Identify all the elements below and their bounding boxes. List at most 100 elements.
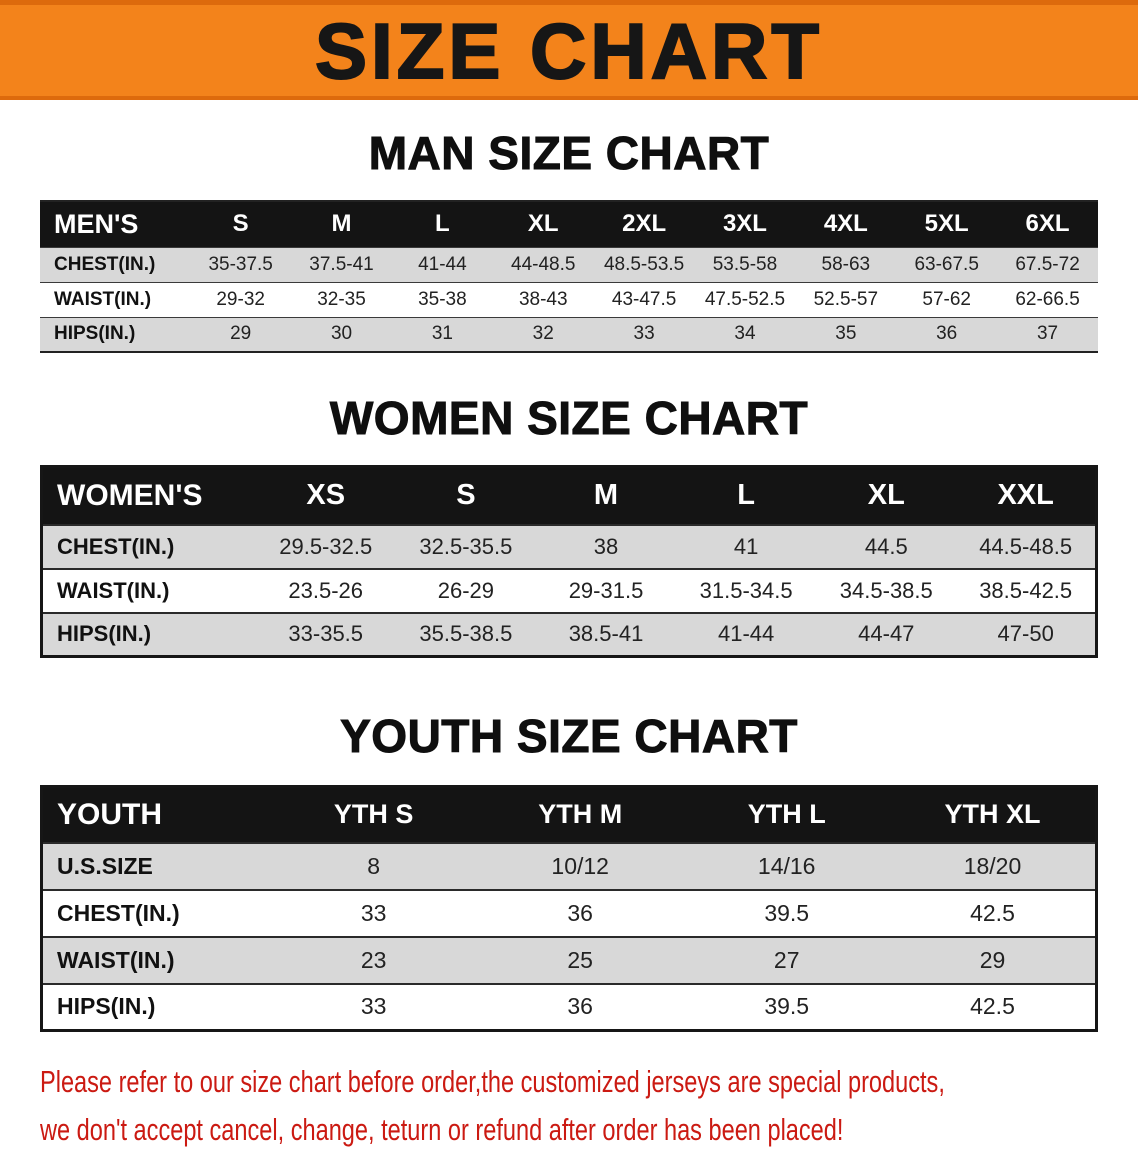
size-column-header: YTH L (683, 786, 890, 843)
size-value-cell: 36 (567, 899, 593, 926)
row-label: HIPS(IN.) (54, 323, 136, 345)
size-value-cell: 36 (936, 323, 958, 345)
size-value-cell: 31.5-34.5 (699, 577, 793, 603)
size-value-cell: 62-66.5 (1015, 288, 1080, 310)
size-value-cell: 42.5 (970, 899, 1015, 926)
size-column-header: 2XL (593, 201, 695, 247)
size-value-cell: 18/20 (963, 852, 1022, 879)
size-value-cell: 36 (567, 993, 593, 1020)
size-value-cell: 39.5 (764, 899, 810, 926)
youth-size-table: YOUTH YTH S YTH M YTH L YTH XL U.S.SIZE 8 10/12… (40, 785, 1098, 1032)
page-title: SIZE CHART (314, 6, 823, 95)
size-value-cell: 43-47.5 (611, 288, 677, 310)
size-value-cell: 35 (835, 323, 857, 345)
size-column-header: 4XL (795, 201, 897, 247)
size-column-header: M (535, 466, 677, 525)
size-value-cell: 42.5 (970, 993, 1015, 1020)
size-value-cell: 57-62 (922, 288, 971, 310)
row-label: U.S.SIZE (57, 852, 153, 879)
man-size-table: MEN'S S M L XL 2XL 3XL 4XL 5XL 6XL CHEST(IN.) 35-37… (40, 200, 1098, 353)
women-size-chart-title: WOMEN SIZE CHART (329, 392, 809, 444)
size-column-header: S (395, 466, 536, 525)
size-value-cell: 38.5-41 (568, 621, 644, 647)
size-value-cell: 26-29 (437, 577, 494, 603)
size-value-cell: 37.5-41 (309, 253, 374, 275)
size-value-cell: 33 (633, 323, 655, 345)
row-label: CHEST(IN.) (57, 533, 175, 559)
women-size-table: WOMEN'S XS S M L XL XXL CHEST(IN.) 29.5-32.5 32.5… (40, 465, 1098, 658)
size-value-cell: 33-35.5 (288, 621, 364, 647)
size-value-cell: 38-43 (518, 288, 568, 310)
table-header-row: MEN'S S M L XL 2XL 3XL 4XL 5XL 6XL (40, 201, 1098, 247)
size-column-header: XL (492, 201, 594, 247)
women-size-chart-section: WOMEN SIZE CHART WOMEN'S XS S M L XL XXL CHEST(… (0, 395, 1138, 658)
table-row: WAIST(IN.) 23 25 27 29 (41, 936, 1097, 984)
size-column-header: 6XL (997, 201, 1098, 247)
size-value-cell: 48.5-53.5 (603, 253, 685, 275)
size-column-header: XL (816, 466, 957, 525)
size-value-cell: 29-32 (216, 288, 265, 310)
size-value-cell: 33 (360, 899, 387, 926)
size-value-cell: 58-63 (821, 253, 871, 275)
row-label: CHEST(IN.) (57, 899, 180, 926)
size-value-cell: 47.5-52.5 (704, 288, 786, 310)
size-value-cell: 44-48.5 (511, 253, 576, 275)
size-value-cell: 35-38 (418, 288, 467, 310)
youth-size-chart-section: YOUTH SIZE CHART YOUTH YTH S YTH M YTH L YTH… (0, 713, 1138, 1032)
disclaimer-line-1: Please refer to our size chart before or… (40, 1064, 945, 1099)
size-column-header: M (291, 201, 392, 247)
size-column-header: S (190, 201, 292, 247)
row-label: HIPS(IN.) (57, 993, 156, 1020)
size-value-cell: 32 (532, 323, 554, 345)
size-value-cell: 32.5-35.5 (419, 533, 513, 559)
table-row: CHEST(IN.) 33 36 39.5 42.5 (41, 889, 1097, 937)
size-value-cell: 14/16 (757, 852, 816, 879)
size-value-cell: 41-44 (718, 621, 775, 647)
table-row: U.S.SIZE 8 10/12 14/16 18/20 (41, 842, 1097, 890)
size-value-cell: 35.5-38.5 (419, 621, 513, 647)
table-header-row: WOMEN'S XS S M L XL XXL (41, 466, 1097, 525)
size-value-cell: 29.5-32.5 (279, 533, 373, 559)
size-column-header: XS (255, 466, 396, 525)
size-value-cell: 30 (330, 323, 353, 345)
row-label: CHEST(IN.) (54, 253, 156, 275)
size-value-cell: 35-37.5 (208, 253, 273, 275)
table-row: HIPS(IN.) 29 30 31 32 33 34 35 36 37 (40, 317, 1098, 352)
size-value-cell: 41 (733, 533, 759, 559)
table-row: WAIST(IN.) 23.5-26 26-29 29-31.5 31.5-34.5 34… (41, 568, 1097, 613)
disclaimer-line-2: we don't accept cancel, change, teturn o… (40, 1112, 844, 1148)
size-column-header: YTH S (270, 786, 477, 843)
size-value-cell: 29-31.5 (568, 577, 644, 603)
youth-size-chart-title: YOUTH SIZE CHART (340, 710, 798, 762)
size-value-cell: 25 (567, 946, 593, 973)
row-label: WAIST(IN.) (57, 577, 170, 603)
size-value-cell: 34.5-38.5 (839, 577, 933, 603)
size-value-cell: 63-67.5 (914, 253, 979, 275)
size-value-cell: 10/12 (551, 852, 609, 879)
size-value-cell: 41-44 (418, 253, 467, 275)
man-size-chart-section: MAN SIZE CHART MEN'S S M L XL 2XL 3XL 4XL 5XL 6XL… (0, 130, 1138, 353)
size-value-cell: 8 (367, 852, 381, 879)
size-value-cell: 38.5-42.5 (979, 577, 1073, 603)
size-value-cell: 44-47 (858, 621, 915, 647)
size-value-cell: 39.5 (764, 993, 810, 1020)
table-row: HIPS(IN.) 33 36 39.5 42.5 (41, 983, 1097, 1031)
size-value-cell: 38 (593, 533, 619, 559)
size-value-cell: 37 (1036, 323, 1059, 345)
table-corner-label: YOUTH (41, 786, 271, 843)
table-row: HIPS(IN.) 33-35.5 35.5-38.5 38.5-41 41-44 44-… (41, 612, 1097, 657)
size-value-cell: 32-35 (317, 288, 366, 310)
size-column-header: YTH XL (889, 786, 1097, 843)
size-column-header: L (676, 466, 817, 525)
size-column-header: XXL (956, 466, 1097, 525)
table-corner-label: MEN'S (40, 201, 191, 247)
row-label: HIPS(IN.) (57, 621, 152, 647)
disclaimer-note: Please refer to our size chart before or… (40, 1062, 1138, 1151)
size-column-header: 3XL (694, 201, 796, 247)
table-header-row: YOUTH YTH S YTH M YTH L YTH XL (41, 786, 1097, 843)
size-value-cell: 47-50 (997, 621, 1054, 647)
row-label: WAIST(IN.) (54, 288, 152, 310)
size-value-cell: 44.5-48.5 (979, 533, 1073, 559)
row-label: WAIST(IN.) (57, 946, 175, 973)
